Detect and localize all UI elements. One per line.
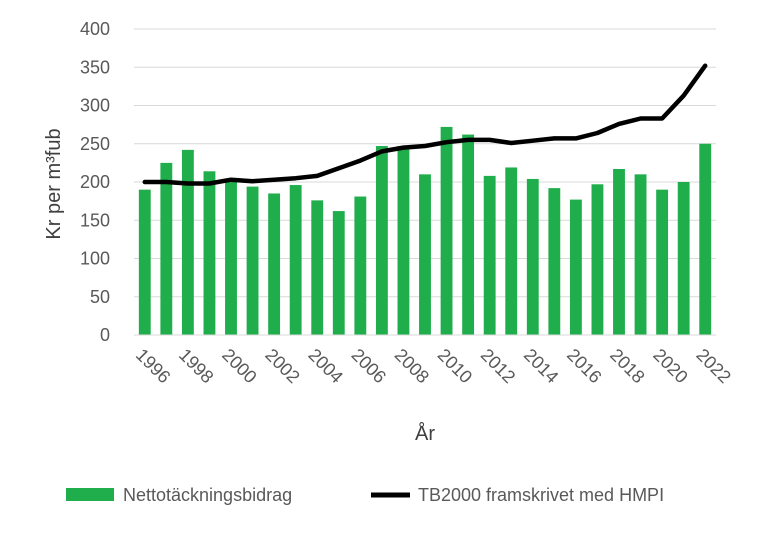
bar-series [138, 126, 712, 335]
bar [225, 182, 237, 335]
bar [677, 182, 690, 335]
y-axis-ticks: 0 50 100 150 200 250 300 350 400 [80, 19, 110, 345]
bar [505, 167, 518, 335]
bar [591, 184, 604, 335]
x-tick-label: 2004 [304, 345, 346, 387]
y-tick-label: 250 [80, 134, 110, 154]
bar [613, 168, 625, 335]
bar [634, 174, 647, 335]
x-tick-label: 2008 [391, 345, 433, 387]
y-tick-label: 0 [100, 325, 110, 345]
bar [160, 162, 173, 335]
x-tick-label: 2002 [261, 345, 303, 387]
legend-label-bar: Nettotäckningsbidrag [123, 485, 292, 505]
y-tick-label: 150 [80, 210, 110, 230]
x-tick-label: 2014 [520, 345, 562, 387]
x-tick-label: 1996 [132, 345, 174, 387]
bar [569, 199, 582, 335]
bar [656, 189, 669, 335]
y-tick-label: 50 [90, 287, 110, 307]
legend-swatch-bar [66, 488, 114, 501]
bar [181, 149, 194, 335]
y-axis-title: Kr per m³fub [43, 128, 65, 239]
bar [419, 174, 431, 335]
x-tick-label: 1998 [175, 345, 217, 387]
y-tick-label: 300 [80, 96, 110, 116]
x-tick-label: 2022 [692, 345, 734, 387]
y-tick-label: 400 [80, 19, 110, 39]
x-tick-label: 2018 [606, 345, 648, 387]
bar [203, 171, 216, 335]
x-tick-label: 2020 [649, 345, 691, 387]
bar [311, 200, 324, 335]
bar [246, 186, 259, 335]
bar [268, 193, 281, 335]
x-tick-label: 2012 [477, 345, 519, 387]
y-tick-label: 200 [80, 172, 110, 192]
bar [462, 134, 475, 335]
bar [138, 189, 151, 335]
x-axis-title: År [415, 422, 435, 445]
line-path [142, 63, 708, 186]
bar [526, 178, 539, 335]
x-tick-label: 2010 [434, 345, 476, 387]
bar [375, 146, 388, 335]
bar [483, 175, 496, 335]
bar [332, 211, 345, 335]
legend-label-line: TB2000 framskrivet med HMPI [418, 485, 664, 505]
bar [440, 126, 453, 335]
bar [548, 188, 561, 335]
y-tick-label: 100 [80, 249, 110, 269]
x-tick-label: 2000 [218, 345, 260, 387]
x-axis-ticks: 1996 1998 2000 2002 2004 2006 2008 2010 2012 2014… [132, 345, 735, 387]
bar [354, 196, 367, 335]
legend: Nettotäckningsbidrag TB2000 framskrivet … [66, 485, 664, 505]
bar [699, 143, 712, 335]
y-tick-label: 350 [80, 57, 110, 77]
x-tick-label: 2016 [563, 345, 605, 387]
bar [289, 185, 302, 335]
line-series [142, 63, 708, 186]
bar [397, 146, 410, 335]
x-tick-label: 2006 [348, 345, 390, 387]
